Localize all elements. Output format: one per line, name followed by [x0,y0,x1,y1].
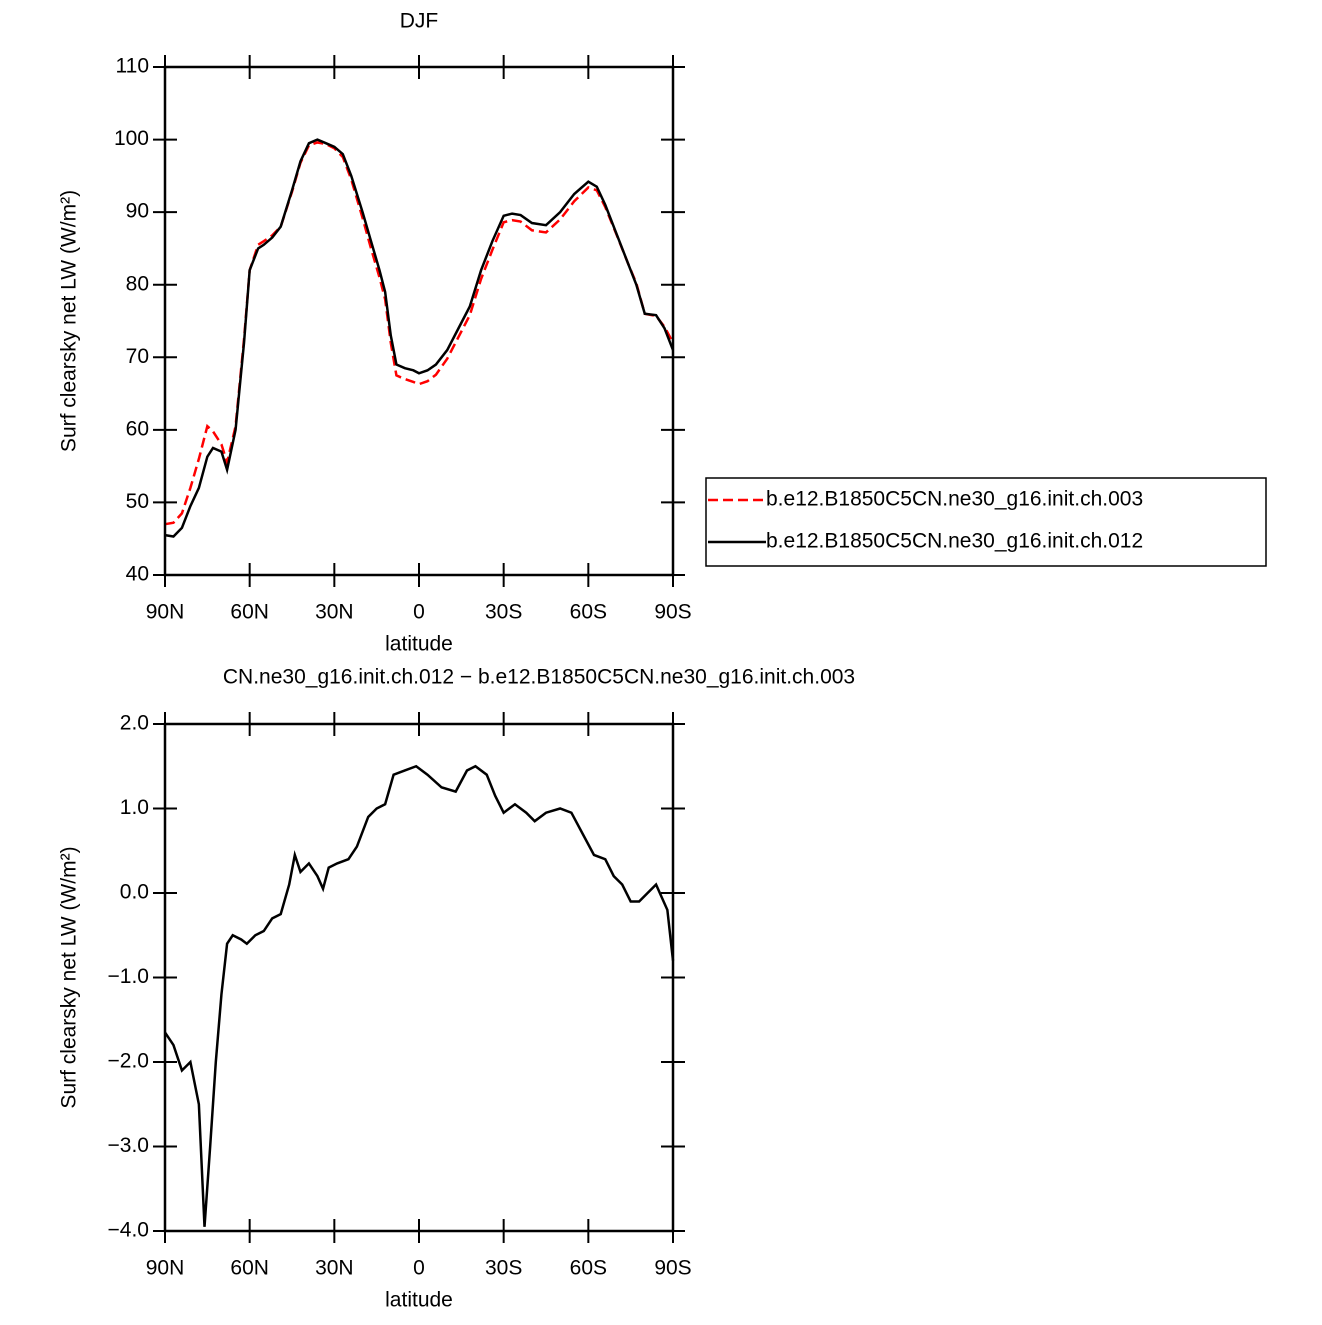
x-tick-label: 90S [654,601,691,624]
data-line [164,138,675,538]
legend-box [705,477,1267,567]
x-tick-label: 60N [230,601,269,624]
y-tick-label: 60 [126,417,149,440]
x-tick-label: 60S [570,1257,607,1280]
y-tick-label: −4.0 [108,1219,149,1242]
x-tick-label: 90N [146,1257,185,1280]
x-tick-label: 30S [485,1257,522,1280]
legend-label: b.e12.B1850C5CN.ne30_g16.init.ch.012 [766,530,1143,553]
data-line [163,764,675,1227]
y-axis-label: Surf clearsky net LW (W/m²) [58,846,81,1108]
x-axis-label: latitude [385,633,453,656]
y-tick-label: −1.0 [108,965,149,988]
y-tick-label: 2.0 [120,712,149,735]
y-tick-label: 70 [126,345,149,368]
x-tick-label: 30N [315,601,354,624]
y-tick-label: 100 [114,127,149,150]
chart-title: CN.ne30_g16.init.ch.012 − b.e12.B1850C5C… [223,666,855,689]
x-tick-label: 60N [230,1257,269,1280]
x-tick-label: 90N [146,601,185,624]
chart-title: DJF [400,10,439,33]
x-tick-label: 0 [413,601,425,624]
plot-frame [163,722,675,1233]
y-tick-label: 90 [126,200,149,223]
x-axis-label: latitude [385,1289,453,1312]
y-tick-label: 0.0 [120,881,149,904]
data-line [164,141,675,526]
x-tick-label: 30N [315,1257,354,1280]
legend-label: b.e12.B1850C5CN.ne30_g16.init.ch.003 [766,488,1143,511]
y-tick-label: 80 [126,272,149,295]
y-tick-label: −3.0 [108,1134,149,1157]
y-tick-label: 110 [116,55,149,78]
x-tick-label: 0 [413,1257,425,1280]
y-tick-label: −2.0 [108,1050,149,1073]
y-axis-label: Surf clearsky net LW (W/m²) [58,190,81,452]
x-tick-label: 90S [654,1257,691,1280]
x-tick-label: 60S [570,601,607,624]
y-tick-label: 50 [126,490,149,513]
y-tick-label: 1.0 [120,796,149,819]
x-tick-label: 30S [485,601,522,624]
plot-frame [163,65,675,577]
y-tick-label: 40 [126,563,149,586]
